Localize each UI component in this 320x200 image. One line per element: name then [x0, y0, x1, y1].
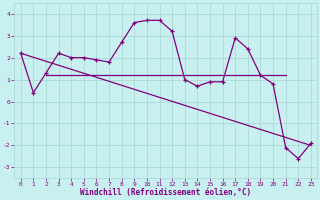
X-axis label: Windchill (Refroidissement éolien,°C): Windchill (Refroidissement éolien,°C) [80, 188, 252, 197]
